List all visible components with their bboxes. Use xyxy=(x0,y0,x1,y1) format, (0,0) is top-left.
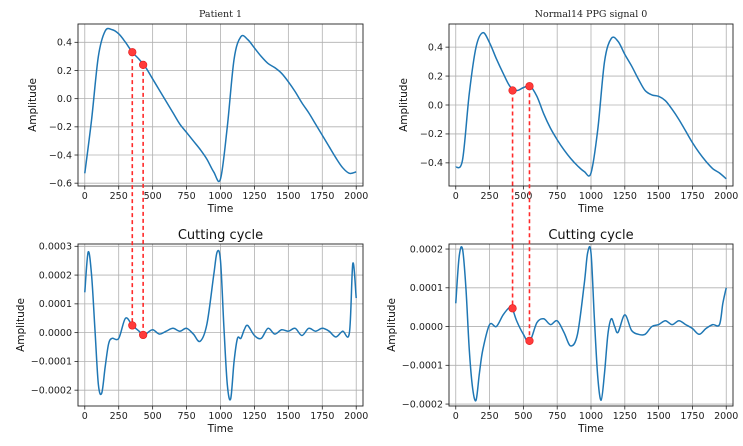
x-tick-label: 250 xyxy=(110,191,128,202)
y-tick-label: −0.4 xyxy=(420,158,443,169)
marker-point xyxy=(508,304,517,313)
chart-grid xyxy=(449,244,733,406)
y-tick-label: 0.0000 xyxy=(410,322,443,333)
y-tick-label: −0.6 xyxy=(49,178,72,189)
x-tick-label: 2000 xyxy=(344,411,368,422)
x-tick-label: 750 xyxy=(548,411,566,422)
x-tick-label: 500 xyxy=(514,191,532,202)
marker-point xyxy=(139,60,148,69)
y-tick-label: −0.0002 xyxy=(31,385,72,396)
x-tick-label: 1250 xyxy=(242,191,266,202)
chart-tl: 0 250 500 750 1000 1250 1500 1750 2000 −0.6 −0.4 −0… xyxy=(27,9,368,215)
x-axis-label: Time xyxy=(577,423,604,435)
x-axis-label: Time xyxy=(207,423,234,435)
marker-point xyxy=(525,336,534,345)
y-axis-label: Amplitude xyxy=(15,298,27,352)
x-tick-label: 1750 xyxy=(680,411,704,422)
series-line xyxy=(455,31,727,180)
y-tick-label: −0.2 xyxy=(49,122,72,133)
chart-grid xyxy=(78,24,363,186)
plot-frame xyxy=(448,243,734,407)
chart-title: Cutting cycle xyxy=(178,228,263,243)
x-tick-label: 2000 xyxy=(344,191,368,202)
y-tick-label: −0.4 xyxy=(49,150,72,161)
y-axis-label: Amplitude xyxy=(27,78,39,132)
chart-tr: 0 250 500 750 1000 1250 1500 1750 2000 −0.4 −0.2 0.… xyxy=(398,9,738,215)
y-tick-label: 0.0002 xyxy=(410,244,443,255)
y-tick-label: 0.0003 xyxy=(39,242,72,253)
chart-title: Patient 1 xyxy=(199,9,242,20)
chart-title: Normal14 PPG signal 0 xyxy=(535,9,648,20)
y-tick-label: 0.4 xyxy=(57,38,72,49)
x-tick-label: 0 xyxy=(453,411,459,422)
series-line xyxy=(455,245,727,402)
y-tick-label: 0.0 xyxy=(57,94,72,105)
y-tick-label: 0.4 xyxy=(428,42,443,53)
x-tick-label: 1000 xyxy=(208,411,232,422)
marker-point xyxy=(139,330,148,340)
y-tick-label: 0.2 xyxy=(57,66,72,77)
x-tick-label: 750 xyxy=(178,411,196,422)
x-tick-label: 250 xyxy=(481,411,499,422)
x-tick-label: 2000 xyxy=(714,411,738,422)
y-tick-label: −0.0001 xyxy=(402,361,443,372)
x-tick-label: 750 xyxy=(178,191,196,202)
x-tick-label: 500 xyxy=(514,411,532,422)
x-tick-label: 1250 xyxy=(613,191,637,202)
y-tick-label: 0.0002 xyxy=(39,270,72,281)
x-tick-label: 500 xyxy=(144,191,162,202)
y-tick-label: −0.0001 xyxy=(31,357,72,368)
chart-bl: 0 250 500 750 1000 1250 1500 1750 2000 −0.0002 −0.… xyxy=(15,228,368,435)
plot-frame xyxy=(77,23,364,187)
y-tick-label: −0.0002 xyxy=(402,399,443,410)
x-tick-label: 1000 xyxy=(579,191,603,202)
x-tick-label: 1500 xyxy=(276,191,300,202)
chart-grid xyxy=(449,24,733,186)
y-tick-label: −0.2 xyxy=(420,129,443,140)
chart-br: 0 250 500 750 1000 1250 1500 1750 2000 −0.0002 −0.… xyxy=(386,228,738,435)
marker-point xyxy=(128,48,137,57)
marker-point xyxy=(508,86,517,95)
x-axis-label: Time xyxy=(207,203,234,215)
y-tick-label: 0.2 xyxy=(428,71,443,82)
x-tick-label: 0 xyxy=(82,191,88,202)
x-axis-label: Time xyxy=(577,203,604,215)
x-tick-label: 250 xyxy=(481,191,499,202)
x-tick-label: 500 xyxy=(144,411,162,422)
x-tick-label: 1000 xyxy=(579,411,603,422)
y-axis-label: Amplitude xyxy=(386,298,398,352)
plot-frame xyxy=(448,23,734,187)
chart-grid xyxy=(78,244,363,406)
y-tick-label: 0.0001 xyxy=(39,299,72,310)
x-tick-label: 1500 xyxy=(647,411,671,422)
x-tick-label: 1500 xyxy=(647,191,671,202)
x-tick-label: 1000 xyxy=(208,191,232,202)
x-tick-label: 250 xyxy=(110,411,128,422)
series-line xyxy=(84,249,357,401)
chart-title: Cutting cycle xyxy=(548,228,633,243)
x-tick-label: 1750 xyxy=(310,411,334,422)
marker-point xyxy=(128,321,137,330)
x-tick-label: 2000 xyxy=(714,191,738,202)
x-tick-label: 1750 xyxy=(680,191,704,202)
x-tick-label: 1750 xyxy=(310,191,334,202)
x-tick-label: 1250 xyxy=(242,411,266,422)
y-tick-label: 0.0001 xyxy=(410,283,443,294)
x-tick-label: 0 xyxy=(82,411,88,422)
x-tick-label: 0 xyxy=(453,191,459,202)
plot-frame xyxy=(77,243,364,407)
x-tick-label: 750 xyxy=(548,191,566,202)
y-tick-label: 0.0000 xyxy=(39,328,72,339)
x-tick-label: 1250 xyxy=(613,411,637,422)
y-axis-label: Amplitude xyxy=(398,78,410,132)
connectors xyxy=(131,52,531,341)
y-tick-label: 0.0 xyxy=(428,100,443,111)
marker-point xyxy=(525,82,534,91)
x-tick-label: 1500 xyxy=(276,411,300,422)
